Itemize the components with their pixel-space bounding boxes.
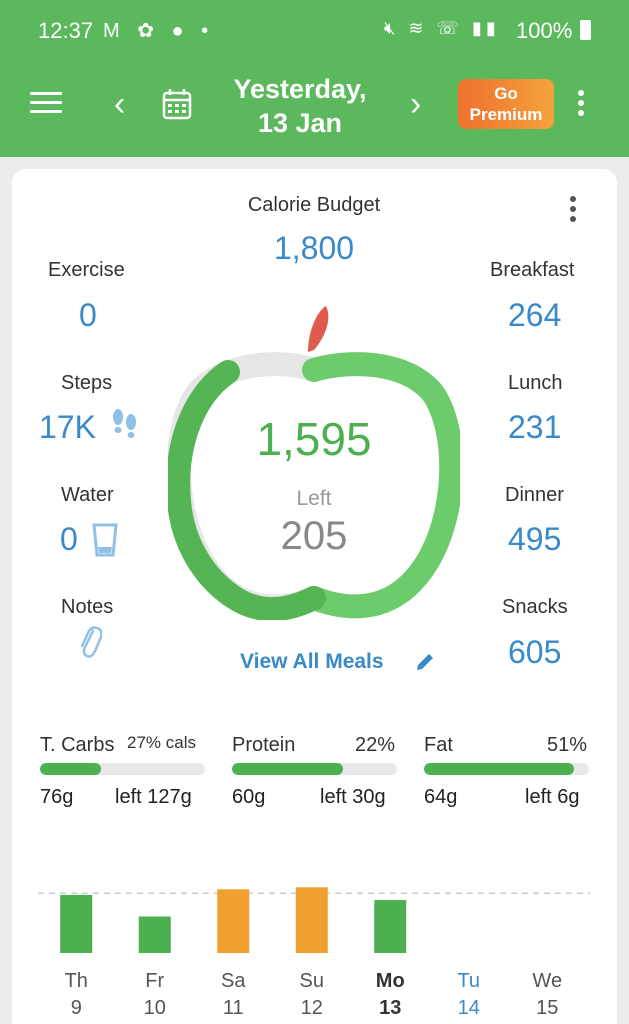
date-line-2: 13 Jan — [257, 108, 343, 138]
fat-percent: 51% — [547, 734, 588, 756]
calories-left-label: Left — [296, 487, 332, 510]
breakfast-label: Breakfast — [490, 259, 575, 281]
chart-day-name[interactable]: Th — [65, 970, 88, 992]
exercise-label: Exercise — [48, 259, 125, 281]
chart-bar[interactable] — [60, 894, 93, 953]
go-premium-button[interactable]: Go Premium — [458, 79, 554, 129]
steps-value[interactable]: 17K — [39, 409, 96, 445]
snacks-label: Snacks — [502, 596, 568, 618]
weekly-calorie-chart: Th 9 Fr 10 Sa 11 Su 12 Mo 13 Tu 14 We 15 — [38, 887, 590, 1019]
carbs-percent: 27% cals — [127, 733, 196, 752]
calorie-budget-value[interactable]: 1,800 — [273, 230, 355, 266]
protein-progress-bar — [232, 763, 397, 775]
protein-left: left 30g — [320, 786, 386, 808]
calendar-icon[interactable] — [162, 88, 192, 120]
chart-day-name[interactable]: Mo — [376, 970, 405, 992]
battery-level: 100% — [516, 18, 573, 43]
steps-label: Steps — [61, 372, 113, 394]
carbs-progress-bar — [40, 763, 205, 775]
pencil-icon[interactable] — [414, 651, 436, 673]
chart-day-number[interactable]: 10 — [144, 997, 166, 1019]
lunch-value[interactable]: 231 — [508, 409, 562, 445]
calorie-apple-ring — [168, 306, 460, 620]
date-title[interactable]: Yesterday, 13 Jan — [210, 72, 390, 140]
chart-day-number[interactable]: 15 — [536, 997, 558, 1019]
lunch-label: Lunch — [508, 372, 563, 394]
notes-label: Notes — [61, 596, 114, 618]
carbs-label: T. Carbs — [40, 734, 115, 756]
carbs-eaten: 76g — [40, 786, 74, 808]
breakfast-value[interactable]: 264 — [508, 297, 562, 333]
chart-day-number[interactable]: 12 — [301, 997, 323, 1019]
view-all-meals-link[interactable]: View All Meals — [240, 650, 384, 673]
overflow-menu-icon[interactable] — [578, 90, 586, 120]
chart-bar[interactable] — [295, 887, 328, 953]
previous-day-chevron-icon[interactable]: ‹ — [114, 85, 126, 123]
exercise-value[interactable]: 0 — [79, 297, 97, 333]
carbs-left: left 127g — [115, 786, 192, 808]
card-options-icon[interactable] — [570, 196, 576, 226]
chart-bar[interactable] — [374, 900, 407, 953]
chart-bar[interactable] — [217, 889, 250, 953]
protein-eaten: 60g — [232, 786, 266, 808]
footsteps-icon — [113, 409, 136, 438]
chart-day-number[interactable]: 11 — [223, 997, 244, 1019]
date-line-1: Yesterday, — [233, 74, 367, 104]
app-header: 12:37 M ✿ ● • 🔇︎ ≋ ☏ ▮▮ 100% ‹ Yesterday… — [0, 0, 629, 157]
protein-percent: 22% — [355, 734, 396, 756]
fat-left: left 6g — [525, 786, 580, 808]
chart-day-name[interactable]: Tu — [457, 970, 480, 992]
connectivity-icons: 🔇︎ ≋ ☏ ▮▮ — [384, 18, 500, 38]
premium-line-1: Go — [494, 84, 518, 103]
chart-bar[interactable] — [138, 916, 171, 954]
chart-day-number[interactable]: 9 — [71, 997, 82, 1019]
chart-day-name[interactable]: Sa — [221, 970, 246, 992]
premium-line-2: Premium — [469, 105, 543, 124]
chart-day-name[interactable]: Su — [300, 970, 324, 992]
menu-icon[interactable] — [30, 92, 62, 116]
status-bar: 12:37 M ✿ ● • 🔇︎ ≋ ☏ ▮▮ 100% — [0, 0, 629, 64]
water-label: Water — [61, 484, 114, 506]
chart-day-number[interactable]: 14 — [458, 997, 480, 1019]
dinner-value[interactable]: 495 — [508, 521, 562, 557]
calorie-budget-label: Calorie Budget — [247, 194, 381, 216]
apple-leaf-icon — [308, 306, 329, 352]
calories-consumed: 1,595 — [256, 413, 372, 465]
water-glass-icon — [92, 523, 118, 557]
fat-label: Fat — [424, 734, 453, 756]
water-value[interactable]: 0 — [60, 521, 78, 557]
battery-icon — [580, 20, 591, 40]
fat-eaten: 64g — [424, 786, 458, 808]
dinner-label: Dinner — [505, 484, 564, 506]
fat-progress-bar — [424, 763, 589, 775]
snacks-value[interactable]: 605 — [508, 634, 562, 670]
status-time: 12:37 — [38, 18, 94, 43]
notification-icons: M ✿ ● • — [103, 20, 215, 42]
paperclip-icon[interactable] — [78, 625, 102, 659]
calories-left-value: 205 — [280, 514, 348, 558]
protein-label: Protein — [232, 734, 296, 756]
chart-day-name[interactable]: We — [532, 970, 562, 992]
chart-day-number[interactable]: 13 — [379, 997, 401, 1019]
chart-day-name[interactable]: Fr — [145, 970, 164, 992]
next-day-chevron-icon[interactable]: › — [410, 85, 422, 123]
